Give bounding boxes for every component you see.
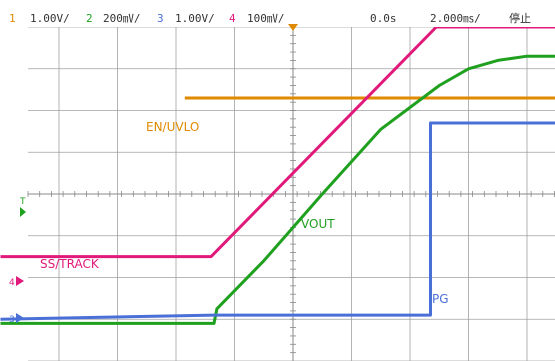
traces [0,25,555,325]
trigger-level-icon [20,207,26,217]
run-status: 停止 [509,11,531,25]
ch1-scale: 1.00V/ [30,12,70,25]
trigger-level-label: T [19,197,26,207]
ch1-number: 1 [9,12,16,25]
ch4-number: 4 [229,12,236,25]
label-pg: PG [432,292,449,306]
label-ss-track: SS/TRACK [40,257,100,271]
ch2-scale: 200㎷/ [103,12,141,25]
trigger-position-icon [288,24,298,31]
ch4-scale: 100㎷/ [247,12,285,25]
ch3-ground-label: 3 [9,315,15,325]
ch3-number: 3 [157,12,164,25]
label-vout: VOUT [301,217,335,231]
ch2-number: 2 [86,12,93,25]
label-en-uvlo: EN/UVLO [146,120,199,134]
timebase: 2.000㎳/ [430,12,481,25]
grid [27,26,555,361]
header-bar [0,0,555,27]
time-position: 0.0s [370,12,397,25]
ch3-scale: 1.00V/ [175,12,215,25]
ch3-ground-icon [16,313,24,323]
ch4-ground-label: 4 [9,278,15,288]
trace-pg [0,121,555,321]
ch4-ground-icon [16,276,24,286]
